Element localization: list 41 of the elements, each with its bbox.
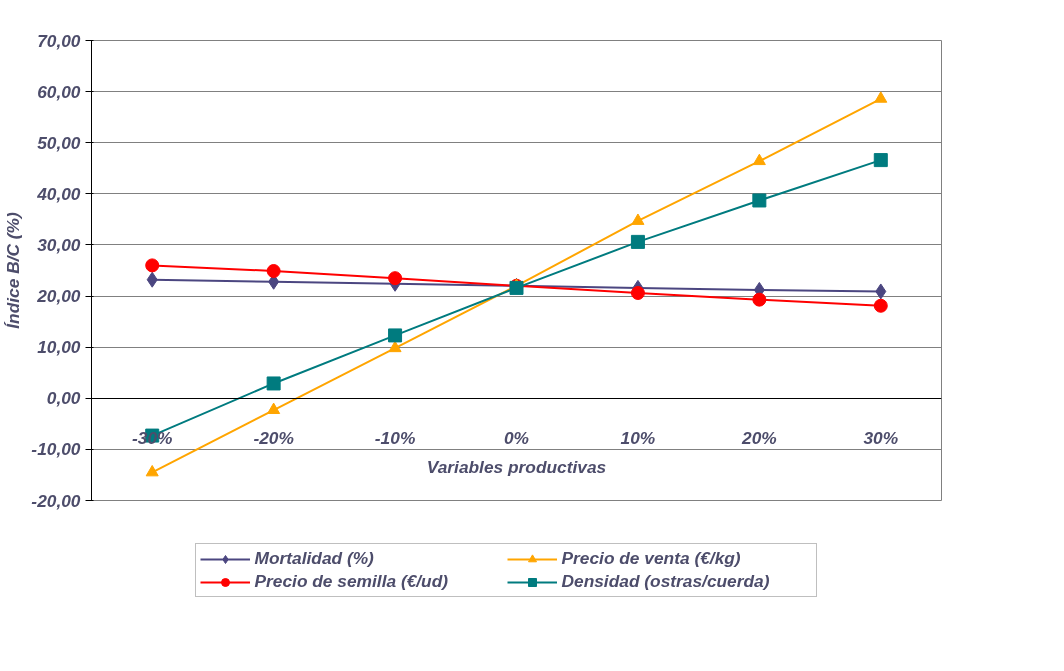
- point: [630, 286, 645, 300]
- point: [267, 402, 281, 414]
- point: [146, 271, 158, 288]
- point: [266, 264, 281, 278]
- y-tick-label: 30,00: [37, 234, 81, 255]
- y-tick-label: 0,00: [46, 388, 81, 409]
- legend-label: Densidad (ostras/cuerda): [561, 571, 771, 592]
- point: [145, 258, 160, 273]
- y-tick-label: 60,00: [37, 81, 81, 102]
- point: [752, 292, 767, 307]
- point: [388, 340, 402, 353]
- x-tick-label: 10%: [620, 428, 656, 449]
- y-tick-label: 10,00: [37, 337, 81, 358]
- x-tick-label: 20%: [741, 428, 777, 449]
- legend-label: Mortalidad (%): [254, 548, 375, 569]
- point: [752, 193, 767, 208]
- point: [873, 153, 888, 168]
- legend-label: Precio de venta (€/kg): [561, 548, 742, 569]
- y-tick-label: -20,00: [31, 490, 81, 511]
- point: [388, 271, 403, 286]
- x-axis-title: Variables productivas: [426, 456, 607, 477]
- x-tick-label: 0%: [503, 428, 530, 449]
- y-axis-title: Índice B/C (%): [3, 212, 24, 329]
- y-tick-label: 50,00: [37, 132, 81, 153]
- point: [630, 234, 645, 249]
- point: [145, 464, 159, 477]
- y-tick-label: 20,00: [36, 286, 81, 307]
- x-tick-label: -20%: [253, 428, 294, 449]
- point: [874, 91, 888, 103]
- point: [266, 376, 281, 391]
- point: [875, 283, 887, 300]
- point: [388, 328, 403, 343]
- y-tick-label: -10,00: [31, 439, 81, 460]
- y-tick-label: 40,00: [36, 183, 81, 204]
- x-tick-label: 30%: [863, 428, 899, 449]
- x-tick-label: -10%: [374, 428, 416, 449]
- point: [873, 298, 888, 313]
- y-tick-label: 70,00: [37, 30, 81, 51]
- legend-label: Precio de semilla (€/ud): [254, 571, 450, 592]
- point: [752, 153, 766, 166]
- point: [631, 213, 645, 225]
